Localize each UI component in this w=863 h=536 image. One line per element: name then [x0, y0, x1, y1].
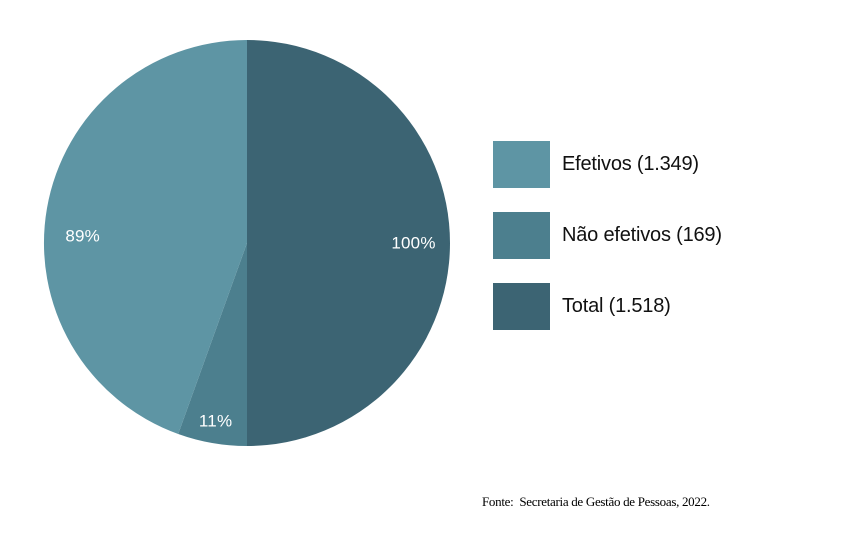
legend-label-efetivos: Efetivos (1.349) [562, 153, 699, 175]
legend-swatch-total [493, 283, 550, 330]
legend-label-nao-efetivos: Não efetivos (169) [562, 224, 722, 246]
pie-slice-total [247, 40, 450, 446]
source-note: Fonte: Secretaria de Gestão de Pessoas, … [482, 494, 710, 509]
pie-slice-efetivos [43, 40, 247, 434]
legend-swatch-efetivos [493, 141, 550, 188]
legend-item-efetivos: Efetivos (1.349) [493, 141, 722, 188]
pie-percent-label-efetivos: 89% [65, 226, 100, 245]
legend: Efetivos (1.349) Não efetivos (169) Tota… [493, 141, 722, 354]
pie-slice-nao-efetivos [178, 243, 247, 446]
legend-label-total: Total (1.518) [562, 295, 671, 317]
pie-percent-label-nao-efetivos: 11% [199, 411, 232, 430]
legend-item-total: Total (1.518) [493, 283, 722, 330]
legend-swatch-nao-efetivos [493, 212, 550, 259]
legend-item-nao-efetivos: Não efetivos (169) [493, 212, 722, 259]
pie-percent-label-total: 100% [391, 234, 435, 253]
